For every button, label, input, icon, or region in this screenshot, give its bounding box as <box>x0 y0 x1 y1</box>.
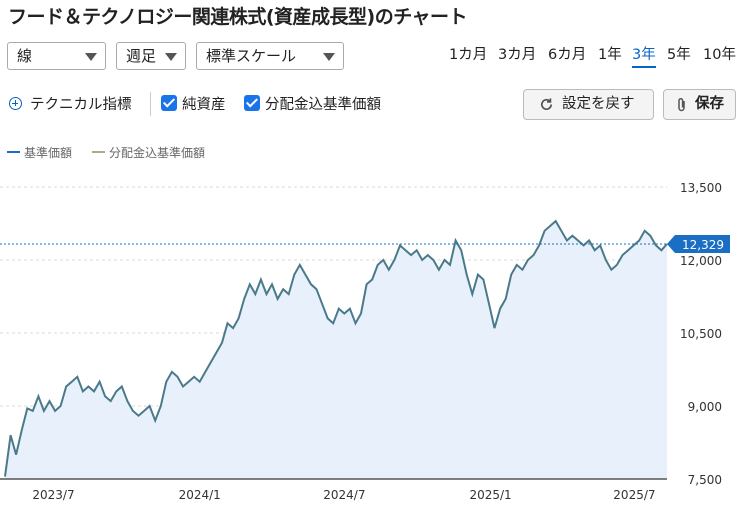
range-10y[interactable]: 10年 <box>703 47 736 63</box>
series-line-nav <box>4 219 668 477</box>
reset-settings-button[interactable]: 設定を戻す <box>523 89 654 120</box>
y-tick-label: 13,500 <box>680 181 722 195</box>
series-area <box>5 221 667 479</box>
range-1y[interactable]: 1年 <box>598 47 622 63</box>
chevron-down-icon <box>323 53 335 61</box>
x-tick-label: 2024/7 <box>323 488 365 502</box>
y-tick-label: 10,500 <box>680 327 722 341</box>
range-3y[interactable]: 3年 <box>632 43 656 68</box>
chart-type-value: 線 <box>17 47 33 65</box>
period-unit-select[interactable]: 週足 <box>116 42 186 70</box>
add-circle-icon[interactable] <box>9 97 22 110</box>
scale-value: 標準スケール <box>206 47 297 65</box>
last-value-label: 12,329 <box>682 238 724 252</box>
x-tick-label: 2024/1 <box>179 488 221 502</box>
range-6m[interactable]: 6カ月 <box>548 47 587 63</box>
range-5y[interactable]: 5年 <box>667 47 691 63</box>
legend-item-nav: 基準価額 <box>7 144 72 161</box>
chevron-down-icon <box>85 53 97 61</box>
net-assets-checkbox[interactable] <box>161 95 177 111</box>
divider <box>150 92 151 116</box>
y-tick-label: 7,500 <box>688 473 722 487</box>
paperclip-icon <box>678 97 685 112</box>
refresh-icon <box>541 98 553 110</box>
net-assets-label: 純資産 <box>182 97 226 113</box>
save-button[interactable]: 保存 <box>663 89 736 120</box>
legend-swatch-dividend <box>92 151 105 153</box>
y-tick-label: 12,000 <box>680 254 722 268</box>
technical-indicator-link[interactable]: テクニカル指標 <box>30 97 132 113</box>
x-tick-label: 2025/1 <box>469 488 511 502</box>
last-value-badge <box>667 234 730 253</box>
dividend-adjusted-checkbox[interactable] <box>244 95 260 111</box>
period-unit-value: 週足 <box>126 47 157 65</box>
chevron-down-icon <box>165 53 177 61</box>
range-3m[interactable]: 3カ月 <box>498 47 537 63</box>
save-label: 保存 <box>695 96 724 112</box>
scale-select[interactable]: 標準スケール <box>196 42 344 70</box>
legend-label-dividend: 分配金込基準価額 <box>109 146 206 160</box>
y-tick-label: 9,000 <box>688 400 722 414</box>
reset-settings-label: 設定を戻す <box>562 96 635 112</box>
legend-label-nav: 基準価額 <box>24 146 73 160</box>
x-tick-label: 2025/7 <box>613 488 655 502</box>
range-1m[interactable]: 1カ月 <box>449 47 488 63</box>
chart-type-select[interactable]: 線 <box>7 42 106 70</box>
price-chart[interactable]: 13,500 12,000 10,500 9,000 7,500 12,329 2023/7… <box>0 160 741 515</box>
legend-swatch-nav <box>7 151 20 153</box>
dividend-adjusted-label: 分配金込基準価額 <box>265 97 381 113</box>
x-tick-label: 2023/7 <box>32 488 74 502</box>
page-title: フード＆テクノロジー関連株式(資産成長型)のチャート <box>8 6 468 28</box>
legend-item-dividend: 分配金込基準価額 <box>92 144 205 161</box>
